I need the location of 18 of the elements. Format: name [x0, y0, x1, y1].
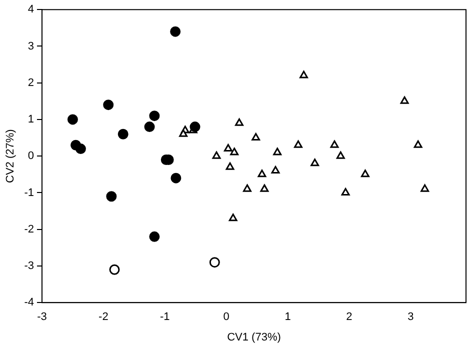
y-tick-label: 3: [28, 40, 34, 52]
y-tick-label: -3: [24, 260, 34, 272]
x-axis-title: CV1 (73%): [227, 331, 281, 344]
x-tick-label: -3: [37, 311, 47, 324]
x-tick-label: 1: [284, 311, 291, 324]
x-tick-label: -2: [98, 311, 108, 324]
y-tick-label: -4: [24, 296, 34, 309]
y-tick-label: 2: [28, 76, 34, 89]
x-tick-label: 3: [408, 311, 414, 324]
y-axis-title: CV2 (27%): [4, 129, 17, 183]
y-tick-label: -2: [24, 223, 34, 236]
x-tick-label: -1: [160, 311, 170, 324]
x-tick-label: 2: [346, 311, 352, 324]
y-tick-label: 4: [28, 4, 34, 16]
x-tick-label: 0: [223, 311, 230, 324]
y-tick-label: 1: [28, 114, 34, 126]
y-tick-label: 0: [28, 150, 34, 162]
y-tick-label: -1: [24, 186, 34, 199]
